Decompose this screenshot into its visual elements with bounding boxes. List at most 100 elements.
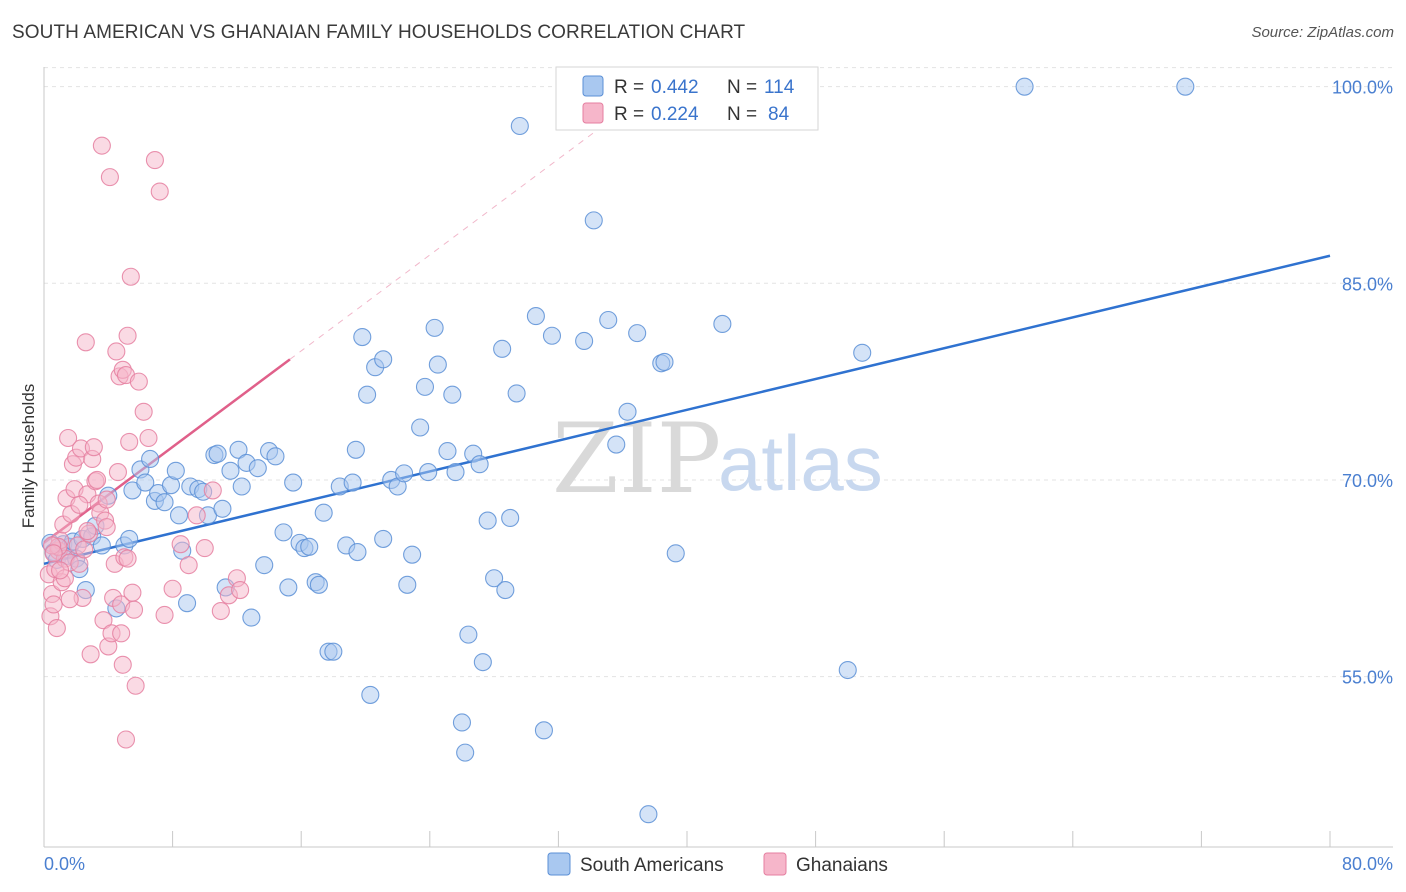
point-ghanaian [107,342,126,361]
point-ghanaian [211,601,230,621]
point-south-american [348,542,367,562]
watermark: ZIP atlas [552,403,883,515]
point-ghanaian [126,676,145,695]
legend-r-value-south-americans: 0.442 [651,77,699,98]
y-tick-label: 70.0% [1342,471,1393,491]
point-south-american [255,556,274,575]
point-south-american [274,523,293,542]
point-south-american [425,318,444,337]
point-south-american [1176,77,1195,96]
point-ghanaian [120,432,139,451]
point-ghanaian [94,611,113,630]
point-south-american [309,575,328,594]
watermark-atlas: atlas [718,419,883,507]
point-south-american [136,473,155,492]
legend-r-label-ghanaians: R = [614,104,644,125]
legend-n-value-ghanaians: 84 [768,104,790,125]
point-south-american [618,402,637,421]
point-ghanaian [51,561,70,580]
x-tick-max: 80.0% [1342,854,1393,874]
axes [43,67,1393,848]
bottom-legend-swatch-south-americans[interactable] [547,852,571,876]
point-south-american [92,536,111,555]
x-tick-labels: 0.0% 80.0% [44,854,1393,874]
bottom-legend-label-ghanaians[interactable]: Ghanaians [796,855,888,876]
point-south-american [141,449,160,469]
point-ghanaian [92,136,111,155]
point-ghanaian [97,518,116,537]
point-ghanaian [113,655,132,674]
point-south-american [232,477,251,496]
point-south-american [300,537,319,556]
point-ghanaian [150,182,169,201]
source-label[interactable]: Source: ZipAtlas.com [1251,24,1394,41]
point-ghanaian [118,549,137,568]
bottom-legend-label-south-americans[interactable]: South Americans [580,855,724,876]
point-ghanaian [139,428,158,448]
trend-lines [43,96,1331,566]
point-south-american [485,569,504,588]
point-ghanaian [70,495,89,514]
point-south-american [496,581,515,600]
point-ghanaian [163,579,182,598]
point-south-american [838,660,857,680]
point-south-american [415,377,435,396]
point-south-american [403,545,422,564]
point-south-american [221,461,240,480]
point-ghanaian [87,470,107,489]
scatter-points [39,77,1195,824]
point-south-american [493,339,512,358]
point-south-american [314,503,333,522]
y-tick-labels: 55.0% 70.0% 85.0% 100.0% [1332,78,1393,688]
legend-n-label-south-americans: N = [727,77,757,98]
point-south-american [428,355,447,374]
point-ghanaian [171,535,190,554]
point-south-american [1015,77,1034,96]
point-south-american [411,418,430,437]
point-ghanaian [84,438,103,457]
watermark-zip: ZIP [552,403,721,515]
point-south-american [248,459,267,478]
trend-line-ghanaians [43,358,291,544]
legend-box: R = 0.442 N = 114 R = 0.224 N = 84 [555,66,819,131]
point-ghanaian [75,540,94,559]
point-south-american [166,461,185,480]
trend-line-ghanaians-extension [289,96,642,360]
point-ghanaian [231,581,250,600]
point-south-american [343,473,362,492]
point-south-american [324,642,343,661]
point-south-american [639,805,658,824]
point-south-american [398,575,417,594]
point-south-american [510,116,529,136]
bottom-legend-swatch-ghanaians[interactable] [763,852,787,876]
point-ghanaian [116,730,136,749]
point-south-american [534,721,553,740]
point-south-american [599,310,618,330]
point-ghanaian [195,539,214,558]
point-south-american [666,544,685,563]
point-ghanaian [121,267,140,286]
point-south-american [346,440,365,459]
point-south-american [628,324,647,343]
point-south-american [459,625,478,644]
legend-swatch-ghanaians [582,102,604,124]
point-ghanaian [100,168,119,187]
trend-line-south-americans [43,254,1331,566]
point-south-american [279,578,298,597]
point-south-american [155,493,174,512]
point-ghanaian [118,326,137,345]
point-ghanaian [78,522,97,541]
point-ghanaian [60,590,79,609]
point-south-american [353,328,372,347]
point-ghanaian [108,463,127,482]
point-ghanaian [134,402,153,421]
point-ghanaian [44,544,63,563]
point-south-american [361,685,380,704]
point-ghanaian [81,645,100,664]
point-south-american [507,384,526,403]
point-south-american [470,455,489,474]
x-tick-min: 0.0% [44,854,85,874]
legend-swatch-south-americans [582,75,604,97]
chart-title: SOUTH AMERICAN VS GHANAIAN FAMILY HOUSEH… [12,22,746,43]
